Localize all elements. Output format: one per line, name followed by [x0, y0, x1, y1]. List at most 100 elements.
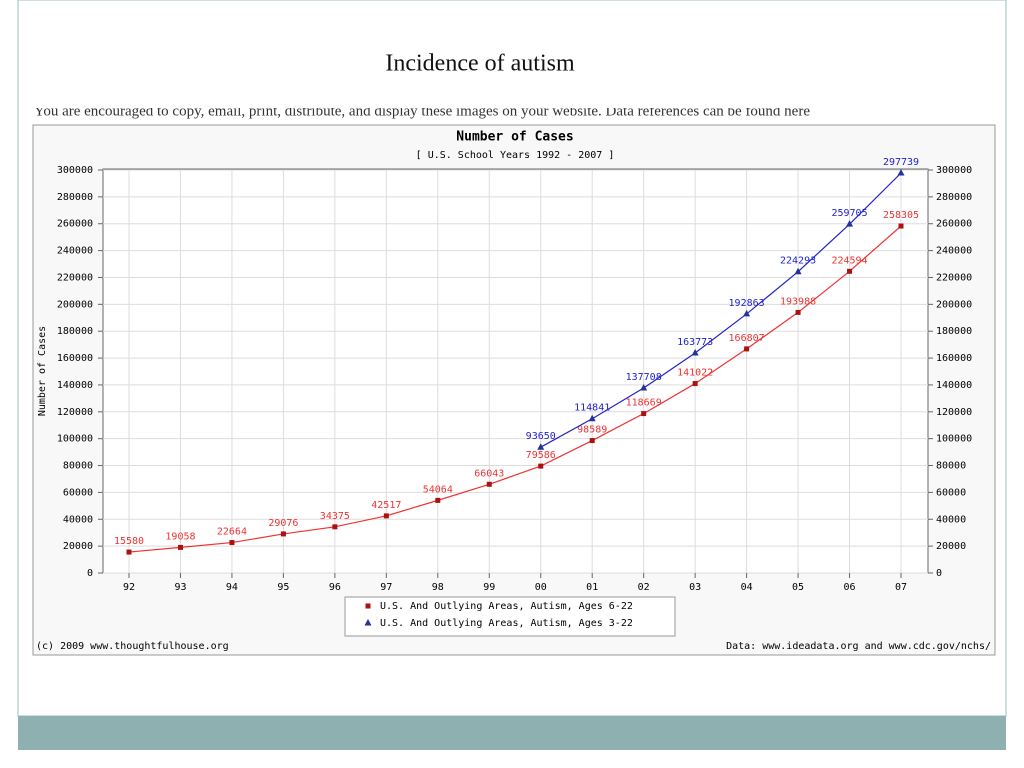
marker	[743, 309, 751, 317]
data-label: 34375	[320, 511, 350, 522]
x-tick-label: 03	[689, 582, 701, 593]
data-label: 114841	[574, 403, 610, 414]
footer-band	[18, 716, 1006, 750]
data-label: 258305	[883, 210, 919, 221]
x-tick-label: 94	[226, 582, 238, 593]
y2-tick-label: 80000	[936, 461, 966, 472]
x-tick-label: 06	[844, 582, 856, 593]
marker	[435, 497, 441, 503]
marker	[177, 544, 183, 550]
y2-tick-label: 100000	[936, 434, 972, 445]
y-tick-label: 160000	[57, 353, 93, 364]
y-tick-label: 260000	[57, 219, 93, 230]
data-label: 118669	[626, 398, 662, 409]
data-label: 22664	[217, 527, 247, 538]
marker	[744, 346, 750, 352]
marker	[898, 223, 904, 229]
x-tick-label: 07	[895, 582, 907, 593]
legend-label: U.S. And Outlying Areas, Autism, Ages 3-…	[380, 618, 633, 629]
data-label: 42517	[371, 500, 401, 511]
data-label: 19058	[165, 531, 195, 542]
y2-tick-label: 240000	[936, 246, 972, 257]
x-tick-label: 96	[329, 582, 341, 593]
y2-tick-label: 180000	[936, 326, 972, 337]
x-tick-label: 04	[741, 582, 753, 593]
legend-box	[344, 596, 676, 637]
x-tick-label: 97	[380, 582, 392, 593]
data-label: 137708	[626, 372, 662, 383]
footer-left: (c) 2009 www.thoughtfulhouse.org	[36, 641, 229, 652]
marker	[691, 348, 699, 356]
marker	[897, 169, 905, 176]
y2-tick-label: 120000	[936, 407, 972, 418]
y2-tick-label: 40000	[936, 514, 966, 525]
y-tick-label: 280000	[57, 192, 93, 203]
x-tick-label: 05	[792, 582, 804, 593]
data-label: 29076	[268, 518, 298, 529]
x-tick-label: 02	[638, 582, 650, 593]
data-label: 79586	[526, 450, 556, 461]
y2-tick-label: 200000	[936, 299, 972, 310]
y-tick-label: 300000	[57, 165, 93, 176]
chart-subtitle: [ U.S. School Years 1992 - 2007 ]	[416, 150, 615, 161]
y-tick-label: 60000	[63, 487, 93, 498]
marker	[538, 463, 544, 469]
y2-tick-label: 160000	[936, 353, 972, 364]
y-tick-label: 220000	[57, 272, 93, 283]
marker	[795, 309, 801, 315]
footer-right: Data: www.ideadata.org and www.cdc.gov/n…	[726, 641, 991, 652]
y2-tick-label: 0	[936, 568, 942, 579]
marker	[383, 513, 389, 519]
legend-marker	[364, 619, 372, 626]
data-label: 297739	[883, 157, 919, 168]
y2-tick-label: 220000	[936, 272, 972, 283]
y2-tick-label: 140000	[936, 380, 972, 391]
x-tick-label: 92	[123, 582, 135, 593]
marker	[537, 443, 545, 450]
slide-title: Incidence of autism	[385, 51, 575, 77]
y2-tick-label: 300000	[936, 165, 972, 176]
legend-label: U.S. And Outlying Areas, Autism, Ages 6-…	[380, 601, 633, 612]
data-label: 141022	[677, 368, 713, 379]
marker	[229, 540, 235, 546]
y-tick-label: 80000	[63, 461, 93, 472]
legend-marker	[365, 603, 371, 609]
y2-tick-label: 280000	[936, 192, 972, 203]
y-tick-label: 100000	[57, 434, 93, 445]
x-tick-label: 00	[535, 582, 547, 593]
y-tick-label: 20000	[63, 541, 93, 552]
y-axis-label: Number of Cases	[37, 326, 48, 416]
data-label: 93650	[526, 431, 556, 442]
plot-area	[102, 168, 929, 574]
data-label: 163773	[677, 337, 713, 348]
data-label: 192863	[729, 298, 765, 309]
y-tick-label: 120000	[57, 407, 93, 418]
data-label: 54064	[423, 484, 453, 495]
x-tick-label: 01	[586, 582, 598, 593]
data-label: 259705	[831, 208, 867, 219]
data-label: 193988	[780, 296, 816, 307]
marker	[847, 268, 853, 274]
data-label: 224594	[831, 255, 867, 266]
series-line	[128, 225, 902, 553]
marker	[641, 411, 647, 417]
y-tick-label: 0	[87, 568, 93, 579]
marker	[846, 220, 854, 227]
x-tick-label: 93	[174, 582, 186, 593]
data-label: 166807	[729, 333, 765, 344]
cut-text: You are encouraged to copy, email, print…	[34, 103, 810, 119]
x-tick-label: 98	[432, 582, 444, 593]
x-tick-label: 95	[277, 582, 289, 593]
y2-tick-label: 60000	[936, 487, 966, 498]
x-tick-label: 99	[483, 582, 495, 593]
marker	[692, 381, 698, 387]
marker	[486, 481, 492, 487]
marker	[589, 438, 595, 444]
marker	[332, 524, 338, 530]
chart-title: Number of Cases	[456, 130, 573, 145]
marker	[280, 531, 286, 537]
y-tick-label: 240000	[57, 246, 93, 257]
y-tick-label: 180000	[57, 326, 93, 337]
